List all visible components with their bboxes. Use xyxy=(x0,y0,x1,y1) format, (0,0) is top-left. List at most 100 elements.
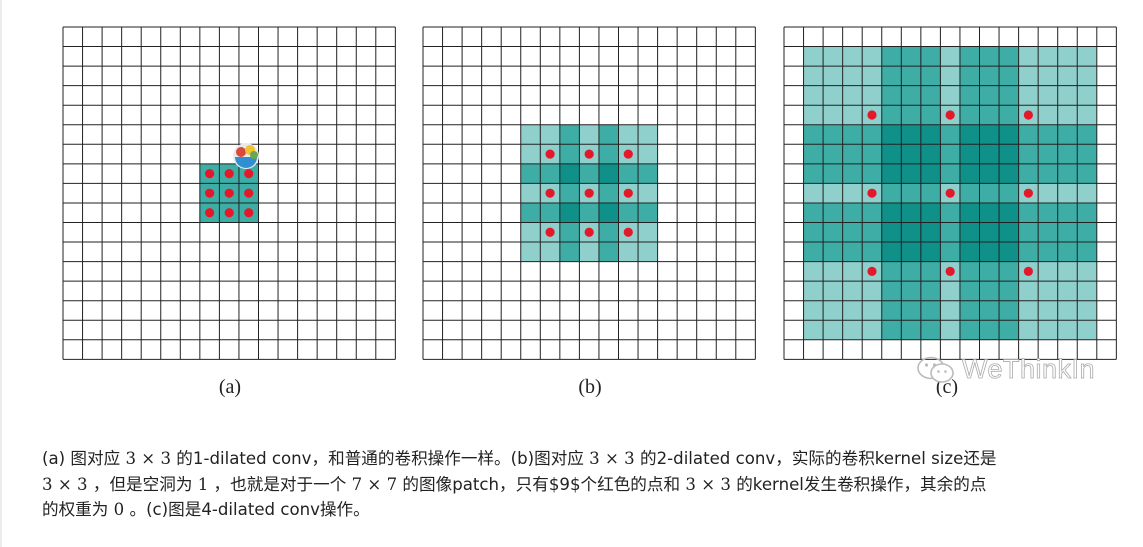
receptive-field-cell xyxy=(999,300,1019,321)
receptive-field-cell xyxy=(862,202,882,223)
receptive-field-cell xyxy=(540,163,560,184)
caption-math: 1 xyxy=(197,474,209,494)
receptive-field-cell xyxy=(959,300,980,321)
receptive-field-cell xyxy=(862,242,882,262)
receptive-field-cell xyxy=(579,242,599,262)
receptive-field-cell xyxy=(842,242,863,262)
receptive-field-cell xyxy=(979,66,1000,86)
receptive-field-cell xyxy=(920,144,941,164)
receptive-field-cell xyxy=(1038,144,1058,164)
figure-caption: (a) 图对应 3 × 3 的1-dilated conv，和普通的卷积操作一样… xyxy=(42,446,1127,523)
receptive-field-cell xyxy=(959,202,980,223)
receptive-field-cell xyxy=(842,320,863,340)
receptive-field-cell xyxy=(618,242,639,262)
caption-math: 3 × 3 xyxy=(125,449,172,468)
receptive-field-cell xyxy=(920,242,941,262)
receptive-field-cell xyxy=(901,300,921,321)
receptive-field-cell xyxy=(1038,105,1058,125)
receptive-field-cell xyxy=(842,202,863,223)
receptive-field-cell xyxy=(959,281,980,301)
caption-line-2: 3 × 3 ，但是空洞为 1 ，也就是对于一个 7 × 7 的图像patch，只… xyxy=(42,472,1127,498)
receptive-field-cell xyxy=(842,183,863,203)
receptive-field-cell xyxy=(559,183,580,203)
receptive-field-cell xyxy=(842,300,863,321)
receptive-field-cell xyxy=(842,222,863,243)
caption-math: 3 × 3 xyxy=(685,474,731,494)
receptive-field-cell xyxy=(1018,124,1039,145)
sample-point xyxy=(205,188,215,198)
receptive-field-cell xyxy=(979,144,1000,164)
receptive-field-cell xyxy=(979,105,1000,125)
page-edge xyxy=(0,0,2,547)
receptive-field-cell xyxy=(1038,183,1058,203)
receptive-field-cell xyxy=(1038,124,1058,145)
receptive-field-cell xyxy=(520,144,541,164)
receptive-field-cell xyxy=(1038,261,1058,282)
receptive-field-cell xyxy=(959,66,980,86)
sample-point xyxy=(584,149,594,159)
caption-text: 的权重为 xyxy=(42,500,114,519)
receptive-field-cell xyxy=(1077,85,1097,106)
receptive-field-cell xyxy=(1038,222,1058,243)
receptive-field-cell xyxy=(1057,202,1078,223)
receptive-field-cell xyxy=(1057,281,1078,301)
receptive-field-cell xyxy=(920,124,941,145)
receptive-field-cell xyxy=(999,66,1019,86)
caption-text: 的图像patch，只有$9$个红色的点和 xyxy=(397,474,686,494)
receptive-field-cell xyxy=(803,202,824,223)
receptive-field-cell xyxy=(1077,261,1097,282)
receptive-field-cell xyxy=(1077,46,1097,67)
receptive-field-cell xyxy=(920,281,941,301)
receptive-field-cell xyxy=(638,144,658,164)
receptive-field-cell xyxy=(520,242,541,262)
receptive-field-cell xyxy=(979,242,1000,262)
receptive-field-cell xyxy=(999,281,1019,301)
receptive-field-cell xyxy=(1018,202,1039,223)
receptive-field-cell xyxy=(1077,202,1097,223)
receptive-field-cell xyxy=(598,242,619,262)
receptive-field-cell xyxy=(901,281,921,301)
receptive-field-cell xyxy=(803,66,824,86)
receptive-field-cell xyxy=(579,163,599,184)
receptive-field-cell xyxy=(999,242,1019,262)
receptive-field-cell xyxy=(842,66,863,86)
receptive-field-cell xyxy=(920,46,941,67)
receptive-field-cell xyxy=(842,281,863,301)
receptive-field-cell xyxy=(559,202,580,223)
receptive-field-cell xyxy=(1038,85,1058,106)
receptive-field-cell xyxy=(638,242,658,262)
receptive-field-cell xyxy=(901,320,921,340)
receptive-field-cell xyxy=(881,183,902,203)
receptive-field-cell xyxy=(959,46,980,67)
receptive-field-cell xyxy=(862,281,882,301)
receptive-field-cell xyxy=(842,85,863,106)
receptive-field-cell xyxy=(959,320,980,340)
sample-point xyxy=(945,266,955,276)
receptive-field-cell xyxy=(881,46,902,67)
receptive-field-cell xyxy=(979,261,1000,282)
receptive-field-cell xyxy=(881,66,902,86)
receptive-field-cell xyxy=(901,163,921,184)
receptive-field-cell xyxy=(1057,85,1078,106)
receptive-field-cell xyxy=(520,222,541,243)
receptive-field-cell xyxy=(940,144,960,164)
receptive-field-cell xyxy=(940,163,960,184)
receptive-field-cell xyxy=(1057,300,1078,321)
receptive-field-cell xyxy=(959,261,980,282)
receptive-field-cell xyxy=(598,202,619,223)
sample-point xyxy=(205,208,215,218)
sample-point xyxy=(224,169,234,179)
receptive-field-cell xyxy=(1057,183,1078,203)
sample-point xyxy=(867,188,877,198)
receptive-field-cell xyxy=(979,46,1000,67)
receptive-field-cell xyxy=(999,46,1019,67)
receptive-field-cell xyxy=(520,163,541,184)
receptive-field-cell xyxy=(881,105,902,125)
receptive-field-cell xyxy=(1077,320,1097,340)
receptive-field-cell xyxy=(823,85,843,106)
receptive-field-cell xyxy=(520,183,541,203)
receptive-field-cell xyxy=(920,85,941,106)
receptive-field-cell xyxy=(999,320,1019,340)
receptive-field-cell xyxy=(803,105,824,125)
receptive-field-cell xyxy=(1077,183,1097,203)
